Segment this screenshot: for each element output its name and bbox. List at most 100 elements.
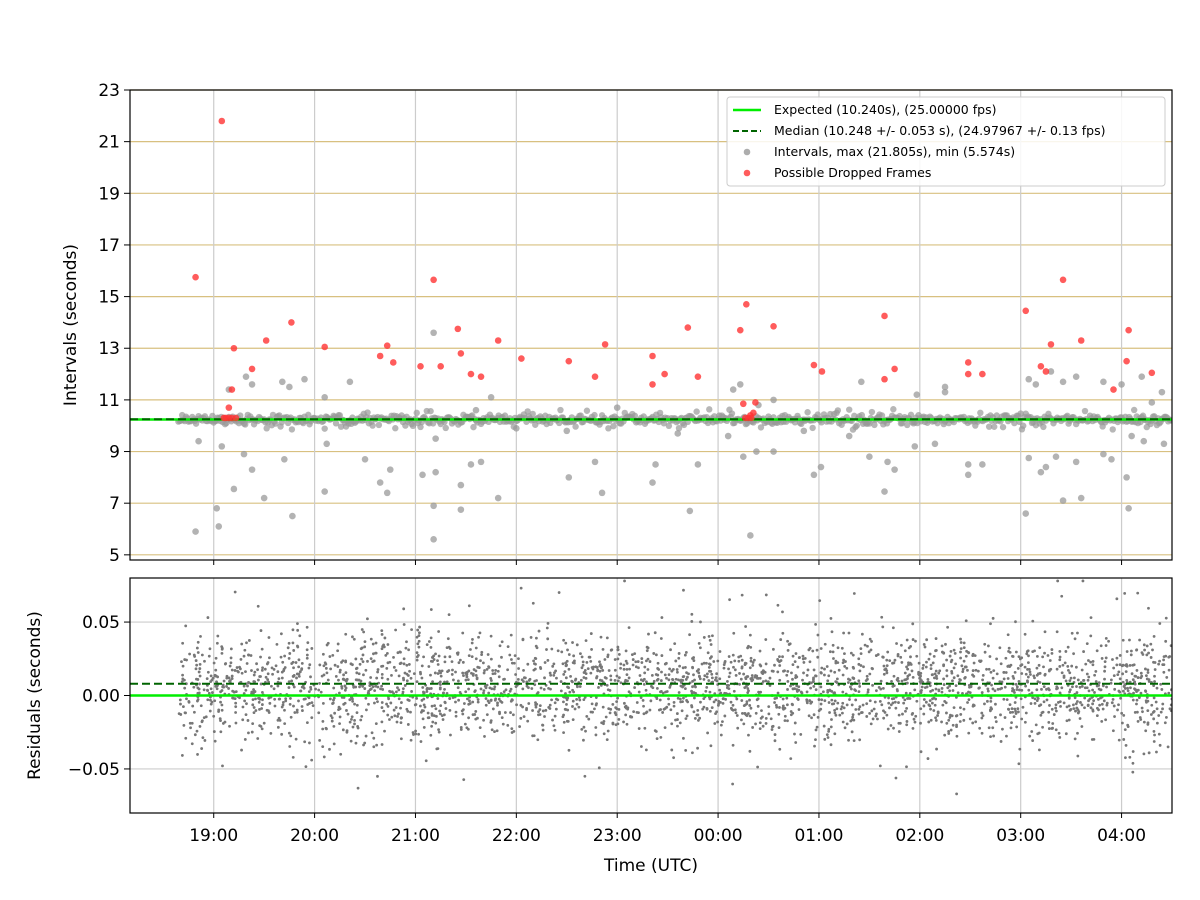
residual-point [710, 706, 714, 709]
residual-point [757, 690, 761, 694]
residual-point [546, 637, 550, 641]
residual-point [284, 699, 288, 703]
residual-point [252, 673, 256, 677]
residual-point [203, 739, 207, 742]
residual-point [924, 700, 928, 704]
residual-point [945, 669, 949, 672]
residual-point [841, 661, 845, 665]
residual-point [1068, 671, 1072, 675]
residual-point [439, 712, 442, 716]
residual-point [274, 664, 278, 668]
residual-point [1072, 676, 1076, 680]
residual-point [971, 669, 975, 672]
residual-point [509, 711, 512, 714]
residual-point [215, 641, 219, 645]
residual-point [1162, 670, 1166, 674]
residual-point [1152, 635, 1156, 638]
residual-point [833, 708, 837, 712]
residual-point [1157, 714, 1161, 717]
residual-point [767, 712, 771, 716]
residual-point [228, 724, 231, 728]
residual-point [1149, 642, 1153, 646]
residual-point [220, 708, 224, 712]
residual-point [194, 667, 198, 671]
residual-point [586, 667, 590, 671]
residual-point [562, 638, 566, 642]
residual-point [530, 687, 534, 690]
residual-point [595, 666, 599, 669]
residual-point [961, 691, 964, 695]
interval-point [442, 424, 449, 432]
residual-point [768, 684, 772, 687]
residual-point [746, 687, 750, 690]
residual-point [1074, 665, 1078, 669]
residual-point [191, 704, 195, 708]
residual-point [814, 622, 818, 626]
residual-point [375, 697, 378, 701]
legend-label: Possible Dropped Frames [774, 165, 931, 180]
residual-point [300, 661, 304, 665]
residual-point [945, 711, 948, 715]
residual-point [845, 722, 849, 726]
y-tick-label: 0.05 [82, 613, 120, 633]
residual-point [444, 707, 448, 710]
residual-point [835, 707, 839, 711]
residual-point [1091, 660, 1095, 663]
residual-point [978, 660, 982, 664]
residual-point [791, 703, 794, 707]
residual-point [1123, 591, 1127, 595]
residual-point [261, 666, 264, 670]
residual-point [807, 714, 811, 718]
residual-point [584, 672, 588, 676]
residual-point [715, 710, 719, 714]
residual-point [1024, 672, 1028, 676]
residual-point [1145, 696, 1149, 699]
residual-point [373, 701, 376, 705]
residual-point [1059, 704, 1062, 708]
residual-point [1135, 648, 1139, 652]
residual-point [355, 666, 359, 670]
residual-point [1090, 738, 1094, 741]
residual-point [981, 673, 985, 677]
residual-point [978, 686, 981, 690]
residual-point [550, 647, 554, 651]
intervals-points [130, 117, 1172, 543]
residual-point [284, 697, 288, 701]
residual-point [348, 720, 352, 724]
residual-point [999, 713, 1002, 717]
interval-point [1123, 474, 1130, 481]
residual-point [196, 651, 200, 654]
residual-point [296, 645, 300, 649]
residual-point [360, 628, 364, 631]
residual-point [796, 698, 800, 701]
residual-point [309, 675, 312, 679]
residual-point [743, 686, 747, 690]
residual-point [750, 676, 754, 680]
residual-point [1128, 664, 1132, 667]
residual-point [841, 720, 845, 724]
residual-point [1068, 688, 1072, 692]
interval-point [1118, 381, 1125, 388]
residual-point [1124, 670, 1128, 674]
residual-point [207, 691, 211, 695]
residual-point [584, 676, 588, 680]
residual-point [1013, 691, 1016, 694]
residual-point [436, 672, 440, 675]
residual-point [751, 726, 755, 729]
residual-point [496, 703, 499, 707]
y-tick-label: 9 [109, 443, 120, 463]
residual-point [710, 676, 714, 680]
residual-point [854, 708, 858, 711]
x-tick-label: 22:00 [492, 826, 541, 846]
residual-point [726, 680, 729, 683]
residual-point [1008, 703, 1012, 707]
residual-point [692, 696, 696, 700]
residual-point [832, 657, 835, 660]
residual-point [362, 673, 365, 677]
residual-point [809, 686, 813, 690]
residual-point [891, 661, 894, 665]
residual-point [589, 632, 593, 635]
residual-point [605, 636, 609, 640]
residual-point [240, 748, 243, 752]
residual-point [203, 659, 206, 663]
